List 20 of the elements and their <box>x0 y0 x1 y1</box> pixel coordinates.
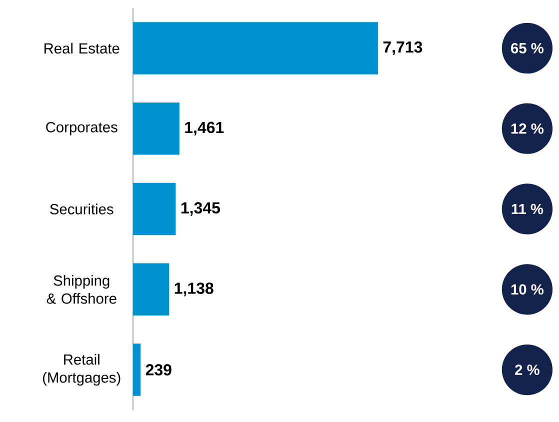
bar <box>133 22 378 74</box>
data-label: 1,461 <box>185 122 224 136</box>
bar <box>133 263 170 316</box>
text: 12 % <box>511 123 544 134</box>
y-tick-label: Real Estate <box>44 42 120 54</box>
y-tick-label: Securities <box>50 204 114 214</box>
text: 2 % <box>515 364 540 375</box>
text: 65 % <box>511 43 544 54</box>
bar <box>133 182 176 236</box>
text: 10 % <box>511 284 544 295</box>
data-label: 239 <box>146 364 172 376</box>
text: 11 % <box>512 204 544 214</box>
bar <box>133 344 141 396</box>
data-label: 1,138 <box>174 282 214 296</box>
data-label: 7,713 <box>383 41 422 56</box>
y-tick-label: Corporates <box>46 122 118 136</box>
data-label: 1,345 <box>181 202 220 216</box>
bar <box>133 102 180 155</box>
y-tick-label: Shipping & Offshore <box>46 275 116 304</box>
y-tick-label: Retail (Mortgages) <box>42 354 120 386</box>
